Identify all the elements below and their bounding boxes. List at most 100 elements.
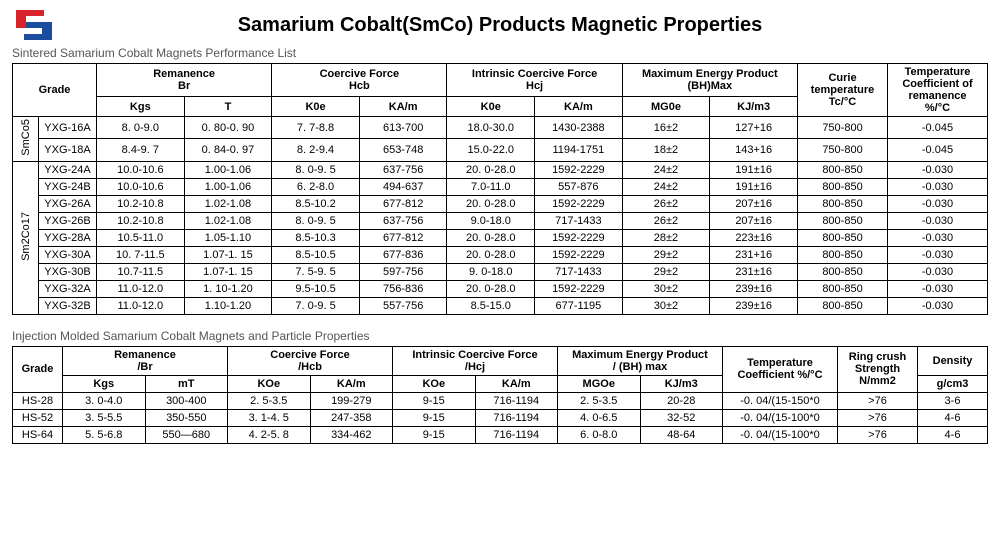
hdr2-grade: Grade — [13, 346, 63, 392]
cell: 717-1433 — [535, 263, 623, 280]
cell: 756-836 — [359, 280, 447, 297]
cell: YXG-28A — [39, 229, 97, 246]
cell: 28±2 — [622, 229, 710, 246]
cell: 597-756 — [359, 263, 447, 280]
cell: 11.0-12.0 — [97, 297, 185, 314]
cell: YXG-16A — [39, 117, 97, 139]
cell: 800-850 — [798, 229, 888, 246]
cell: 7.0-11.0 — [447, 178, 535, 195]
cell: 300-400 — [145, 392, 228, 409]
cell: 10.0-10.6 — [97, 178, 185, 195]
cell: 4. 2-5. 8 — [228, 426, 311, 443]
hdr-curie: Curie temperature Tc/°C — [798, 64, 888, 117]
cell: YXG-32B — [39, 297, 97, 314]
cell: 613-700 — [359, 117, 447, 139]
cell: 716-1194 — [475, 409, 558, 426]
hdr2-kgs: Kgs — [63, 375, 146, 392]
hdr-kgs: Kgs — [97, 97, 185, 117]
cell: 2. 5-3.5 — [228, 392, 311, 409]
hdr2-koe2: KOe — [393, 375, 476, 392]
table-row: YXG-32A11.0-12.01. 10-1.209.5-10.5756-83… — [13, 280, 988, 297]
sintered-table: Grade Remanence Br Coercive Force Hcb In… — [12, 63, 988, 315]
cell: 24±2 — [622, 178, 710, 195]
cell: 9-15 — [393, 426, 476, 443]
cell: 9-15 — [393, 409, 476, 426]
cell: 800-850 — [798, 161, 888, 178]
cell: 231+16 — [710, 246, 798, 263]
page-title: Samarium Cobalt(SmCo) Products Magnetic … — [66, 14, 934, 37]
cell: 239±16 — [710, 297, 798, 314]
cell: 6. 0-8.0 — [558, 426, 641, 443]
cell: 1. 10-1.20 — [184, 280, 272, 297]
cell: 653-748 — [359, 139, 447, 161]
cell: -0.030 — [888, 246, 988, 263]
cell: 716-1194 — [475, 426, 558, 443]
hdr-kam1: KA/m — [359, 97, 447, 117]
hdr2-remanence: Remanence /Br — [63, 346, 228, 375]
table-row: YXG-26B10.2-10.81.02-1.088. 0-9. 5637-75… — [13, 212, 988, 229]
table-row: YXG-26A10.2-10.81.02-1.088.5-10.2677-812… — [13, 195, 988, 212]
table-row: HS-645. 5-6.8550—6804. 2-5. 8334-4629-15… — [13, 426, 988, 443]
cell: YXG-30B — [39, 263, 97, 280]
cell: 2. 5-3.5 — [558, 392, 641, 409]
cell: -0.030 — [888, 161, 988, 178]
cell: 191±16 — [710, 161, 798, 178]
hdr2-kjm3: KJ/m3 — [640, 375, 723, 392]
cell: 10. 7-11.5 — [97, 246, 185, 263]
hdr-tempcoef: Temperature Coefficient of remanence %/°… — [888, 64, 988, 117]
cell: 29±2 — [622, 246, 710, 263]
hdr2-ring: Ring crush Strength N/mm2 — [838, 346, 918, 392]
injection-table: Grade Remanence /Br Coercive Force /Hcb … — [12, 346, 988, 444]
header: Samarium Cobalt(SmCo) Products Magnetic … — [12, 6, 988, 44]
cell: 26±2 — [622, 212, 710, 229]
hdr-maxenergy: Maximum Energy Product (BH)Max — [622, 64, 797, 97]
hdr-grade: Grade — [13, 64, 97, 117]
cell: 3-6 — [918, 392, 988, 409]
cell: 1.00-1.06 — [184, 161, 272, 178]
cell: 9. 0-18.0 — [447, 263, 535, 280]
table1-subtitle: Sintered Samarium Cobalt Magnets Perform… — [12, 46, 988, 60]
cell: 20-28 — [640, 392, 723, 409]
cell: 800-850 — [798, 263, 888, 280]
cell: 557-876 — [535, 178, 623, 195]
cell: 26±2 — [622, 195, 710, 212]
cell: 8.5-10.2 — [272, 195, 360, 212]
cell: 550—680 — [145, 426, 228, 443]
table-row: YXG-30A10. 7-11.51.07-1. 158.5-10.5677-8… — [13, 246, 988, 263]
cell: 6. 2-8.0 — [272, 178, 360, 195]
cell: 10.5-11.0 — [97, 229, 185, 246]
cell: >76 — [838, 392, 918, 409]
hdr2-mgoe: MGOe — [558, 375, 641, 392]
cell: 8.5-10.5 — [272, 246, 360, 263]
cell: 8.4-9. 7 — [97, 139, 185, 161]
cell: 24±2 — [622, 161, 710, 178]
cell: 1592-2229 — [535, 195, 623, 212]
cell: 1194-1751 — [535, 139, 623, 161]
cell: YXG-26B — [39, 212, 97, 229]
hdr-k0e1: K0e — [272, 97, 360, 117]
cell: 10.2-10.8 — [97, 195, 185, 212]
hdr-remanence: Remanence Br — [97, 64, 272, 97]
cell: 247-358 — [310, 409, 393, 426]
cell: 20. 0-28.0 — [447, 229, 535, 246]
hdr-kjm3: KJ/m3 — [710, 97, 798, 117]
cell: 677-812 — [359, 229, 447, 246]
cell: 223±16 — [710, 229, 798, 246]
table-row: SmCo5YXG-16A8. 0-9.00. 80-0. 907. 7-8.86… — [13, 117, 988, 139]
cell: 8. 2-9.4 — [272, 139, 360, 161]
hdr2-mt: mT — [145, 375, 228, 392]
cell: 0. 84-0. 97 — [184, 139, 272, 161]
cell: 8. 0-9. 5 — [272, 161, 360, 178]
hdr2-gcm3: g/cm3 — [918, 375, 988, 392]
hdr-t: T — [184, 97, 272, 117]
cell: -0.030 — [888, 178, 988, 195]
cell: 191±16 — [710, 178, 798, 195]
table2-subtitle: Injection Molded Samarium Cobalt Magnets… — [12, 329, 988, 343]
cell: 1.02-1.08 — [184, 195, 272, 212]
cell: 1.05-1.10 — [184, 229, 272, 246]
cell: 4. 0-6.5 — [558, 409, 641, 426]
cell: HS-64 — [13, 426, 63, 443]
cell: 30±2 — [622, 280, 710, 297]
cell: -0.030 — [888, 212, 988, 229]
cell: YXG-24B — [39, 178, 97, 195]
